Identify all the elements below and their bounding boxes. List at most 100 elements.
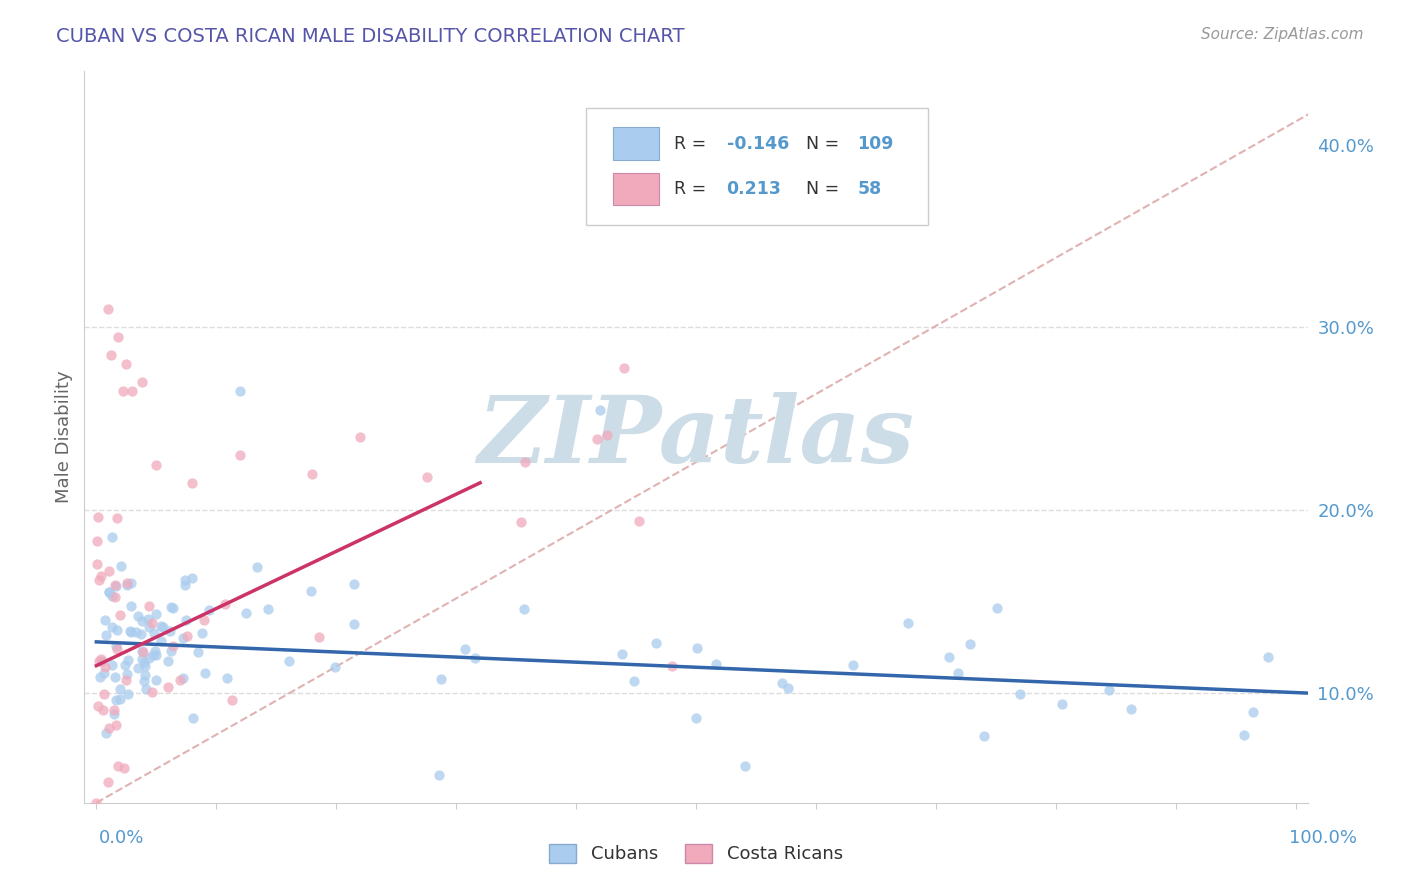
Point bbox=[125, 625, 148, 640]
Point bbox=[181, 711, 204, 725]
Point bbox=[152, 620, 174, 634]
Point bbox=[121, 384, 143, 399]
Point bbox=[103, 707, 125, 722]
Point bbox=[150, 619, 173, 633]
Point bbox=[98, 585, 121, 599]
Point bbox=[132, 674, 155, 689]
Point bbox=[1257, 649, 1279, 664]
Point bbox=[776, 681, 799, 695]
Point bbox=[323, 660, 346, 674]
Point bbox=[229, 384, 252, 399]
Text: R =: R = bbox=[673, 135, 706, 153]
Point bbox=[187, 644, 209, 658]
Point bbox=[94, 725, 117, 739]
Point bbox=[138, 620, 160, 634]
Point bbox=[100, 348, 122, 362]
Point bbox=[97, 774, 120, 789]
Point bbox=[145, 458, 167, 472]
Point bbox=[89, 573, 111, 587]
Text: 0.0%: 0.0% bbox=[98, 829, 143, 847]
Point bbox=[173, 573, 195, 587]
Point bbox=[612, 647, 634, 661]
Point bbox=[93, 687, 115, 701]
Point bbox=[301, 467, 323, 481]
Point bbox=[120, 624, 142, 639]
Point bbox=[129, 627, 152, 641]
Point bbox=[101, 657, 124, 672]
Point bbox=[172, 632, 194, 646]
Point bbox=[181, 475, 204, 490]
Point bbox=[217, 672, 239, 686]
Point bbox=[91, 703, 114, 717]
Point bbox=[160, 644, 183, 658]
Point bbox=[645, 636, 668, 650]
Text: ZIPatlas: ZIPatlas bbox=[478, 392, 914, 482]
Point bbox=[174, 613, 197, 627]
Point bbox=[1241, 705, 1264, 719]
Point bbox=[90, 652, 112, 666]
Point bbox=[107, 329, 129, 343]
Point bbox=[108, 607, 131, 622]
Point bbox=[464, 650, 486, 665]
Point bbox=[221, 692, 243, 706]
Legend: Cubans, Costa Ricans: Cubans, Costa Ricans bbox=[541, 837, 851, 871]
Point bbox=[770, 676, 793, 690]
Point bbox=[589, 402, 612, 417]
Point bbox=[104, 670, 127, 684]
Point bbox=[86, 510, 108, 524]
Text: 109: 109 bbox=[858, 135, 894, 153]
Point bbox=[427, 768, 450, 782]
Point bbox=[105, 642, 128, 657]
Point bbox=[101, 589, 124, 603]
Point bbox=[197, 603, 219, 617]
Point bbox=[97, 302, 120, 317]
Text: 0.213: 0.213 bbox=[727, 180, 782, 198]
Point bbox=[87, 699, 110, 714]
Point bbox=[159, 624, 181, 639]
Point bbox=[1098, 682, 1121, 697]
Point bbox=[973, 730, 995, 744]
Point bbox=[235, 606, 257, 620]
Point bbox=[108, 681, 131, 696]
Point bbox=[661, 658, 683, 673]
Point bbox=[416, 469, 439, 483]
Point bbox=[596, 427, 619, 442]
Point bbox=[343, 616, 366, 631]
Point bbox=[131, 375, 153, 389]
Point bbox=[142, 648, 165, 663]
Point bbox=[127, 661, 149, 675]
Point bbox=[193, 613, 215, 627]
Point bbox=[946, 666, 969, 681]
Point bbox=[90, 568, 112, 582]
Point bbox=[105, 511, 128, 525]
Point bbox=[157, 681, 180, 695]
Point bbox=[104, 578, 127, 592]
Point bbox=[94, 613, 117, 627]
Point bbox=[93, 665, 115, 680]
Point bbox=[172, 671, 194, 685]
Point bbox=[112, 761, 135, 775]
Point bbox=[842, 657, 865, 672]
Point bbox=[94, 628, 117, 642]
Point bbox=[132, 655, 155, 669]
Point bbox=[115, 357, 138, 371]
Point bbox=[117, 578, 139, 592]
Point bbox=[174, 578, 197, 592]
Point bbox=[141, 685, 163, 699]
Point bbox=[131, 614, 153, 628]
Point bbox=[103, 703, 125, 717]
Point bbox=[176, 629, 198, 643]
Point bbox=[160, 600, 183, 615]
Point bbox=[107, 759, 129, 773]
Point bbox=[104, 718, 127, 732]
Text: CUBAN VS COSTA RICAN MALE DISABILITY CORRELATION CHART: CUBAN VS COSTA RICAN MALE DISABILITY COR… bbox=[56, 27, 685, 45]
Point bbox=[117, 653, 139, 667]
Point bbox=[145, 648, 167, 662]
Point bbox=[120, 599, 142, 614]
Point bbox=[86, 796, 108, 810]
Bar bbox=[613, 172, 659, 205]
Text: Source: ZipAtlas.com: Source: ZipAtlas.com bbox=[1201, 27, 1364, 42]
Point bbox=[120, 624, 142, 639]
Point bbox=[513, 602, 536, 616]
Point bbox=[1119, 701, 1142, 715]
